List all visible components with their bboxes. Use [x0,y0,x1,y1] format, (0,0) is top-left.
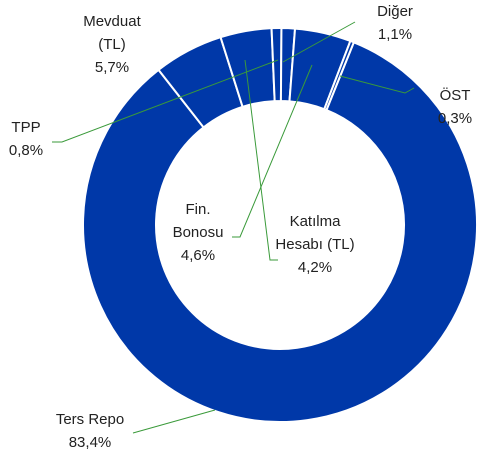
slice-label: Ters Repo 83,4% [20,408,160,454]
leader-line [244,59,278,261]
value-label: 4,2% [297,259,333,276]
slice-label: Diğer 1,1% [360,0,430,46]
value-label: 5,7% [94,59,130,76]
value-label: 1,1% [377,26,413,43]
slice [82,41,478,423]
value-label: 4,6% [180,247,216,264]
category-label: ÖST [439,87,471,104]
slice-label: Mevduat (TL) 5,7% [72,10,152,79]
category-label: Diğer [377,3,413,20]
category-label: Fin. Bonosu [172,201,224,241]
category-label: Mevduat (TL) [83,13,141,53]
leader-line [339,75,415,94]
value-label: 83,4% [68,434,112,451]
leader-line [132,409,216,434]
slice-label: Katılma Hesabı (TL) 4,2% [275,210,355,279]
slice-label: ÖST 0,3% [420,84,481,130]
slice-label: Fin. Bonosu 4,6% [158,198,238,267]
value-label: 0,8% [8,142,44,159]
slice-label: TPP 0,8% [0,116,52,162]
category-label: TPP [11,119,41,136]
category-label: Katılma Hesabı (TL) [275,213,355,253]
leader-line [282,21,356,63]
slice [322,39,356,112]
leader-line [232,64,313,238]
category-label: Ters Repo [55,411,125,428]
value-label: 0,3% [437,110,473,127]
leader-line [52,59,279,143]
